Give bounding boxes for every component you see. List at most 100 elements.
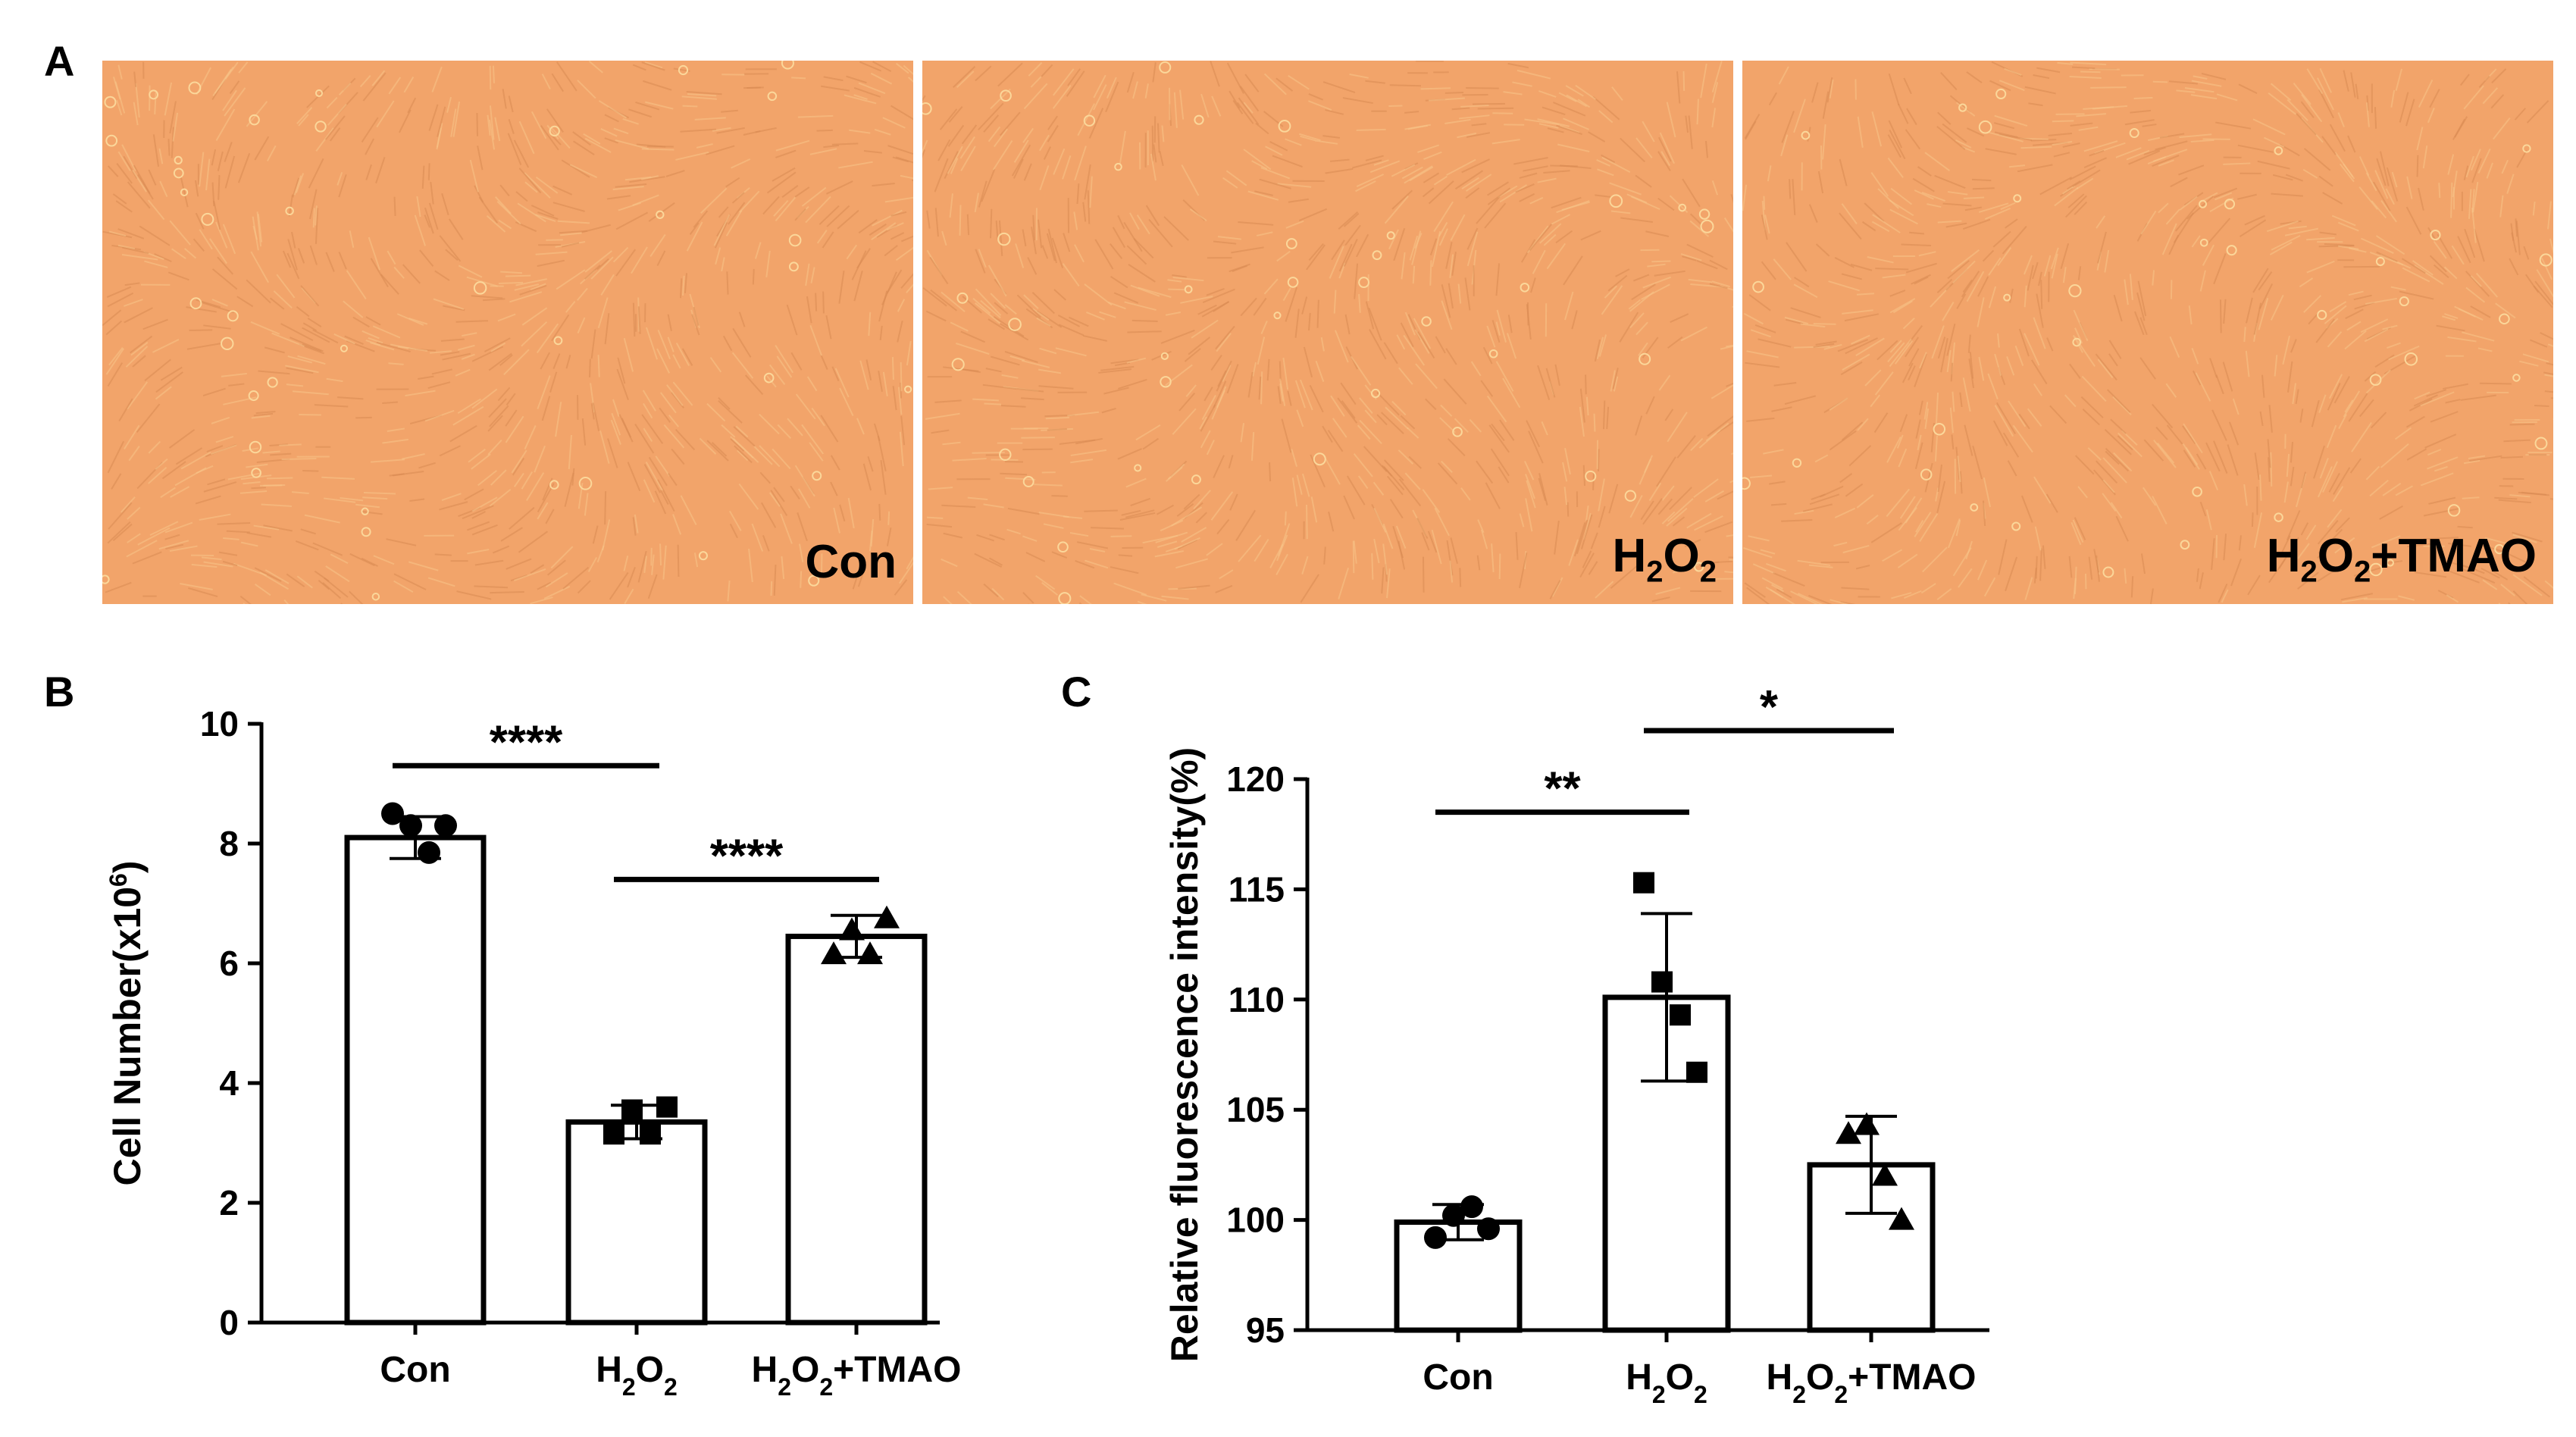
cell-fiber (1962, 218, 1991, 230)
cell-fiber (1657, 197, 1675, 211)
cell-fiber (729, 523, 738, 539)
data-point (1633, 872, 1654, 894)
cell-fiber (1032, 214, 1036, 241)
cell-fiber (941, 291, 966, 312)
cell-fiber (1682, 255, 1697, 261)
data-point (1836, 1121, 1861, 1144)
cell-fiber (2512, 534, 2537, 543)
cell-fiber (250, 321, 280, 335)
cell-fiber (825, 315, 832, 340)
cell-fiber (925, 412, 960, 420)
cell-fiber (2503, 439, 2531, 443)
cell-fiber (121, 496, 136, 513)
cell-fiber (900, 273, 913, 289)
cell-fiber (1693, 478, 1719, 498)
cell-fiber (696, 143, 713, 149)
cell-fiber (2321, 136, 2337, 155)
cell-fiber (1908, 348, 1920, 367)
cell-fiber (1529, 196, 1544, 205)
cell-fiber (941, 558, 958, 568)
cell-fiber (1059, 439, 1096, 445)
cell-fiber (2158, 159, 2174, 167)
cell-fiber (1919, 513, 1939, 542)
cell-fiber (1063, 233, 1071, 252)
cell-fiber (1922, 546, 1948, 573)
cell-fiber (1465, 187, 1480, 199)
cell-fiber (1563, 117, 1590, 130)
cell-fiber (1666, 507, 1688, 527)
cell-fiber (1472, 102, 1505, 105)
cell-fiber (1401, 166, 1423, 180)
cell-fiber (253, 524, 280, 531)
cell-fiber (2018, 328, 2030, 357)
cell-fiber (158, 148, 164, 164)
cell-fiber (1580, 230, 1601, 241)
cell-fiber (1460, 487, 1471, 501)
cell-fiber (1499, 184, 1528, 203)
cell-fiber (810, 267, 815, 283)
cell-fiber (2284, 227, 2319, 236)
cell-fiber (251, 415, 271, 419)
cell-fiber (1793, 277, 1810, 288)
cell-fiber (624, 588, 634, 604)
cell-fiber (1553, 102, 1586, 117)
cell-fiber (2349, 458, 2362, 474)
cell-fiber (2494, 496, 2518, 500)
cell-fiber (637, 550, 647, 583)
cell-fiber (734, 445, 753, 464)
cell-fiber (2008, 164, 2026, 168)
cell-fiber (1768, 92, 1777, 106)
cell-fiber (852, 566, 862, 590)
cell-fiber (541, 74, 551, 90)
cell-fiber (2282, 335, 2291, 365)
cell-fiber (1833, 541, 1848, 547)
cell-fiber (2152, 80, 2168, 83)
cell-fiber (541, 396, 551, 421)
cell-fiber (1855, 565, 1870, 570)
cell-fiber (721, 257, 725, 272)
cell-fiber (355, 503, 380, 509)
cell-fiber (1940, 337, 1948, 373)
cell-fiber (1711, 384, 1733, 399)
cell-fiber (1358, 293, 1361, 313)
cell-fiber (1329, 158, 1350, 162)
cell-fiber (2297, 571, 2319, 590)
cell-body (812, 471, 822, 481)
cell-body (781, 61, 794, 70)
cell-fiber (236, 296, 254, 308)
cell-fiber (790, 352, 803, 371)
cell-fiber (1579, 553, 1595, 578)
cell-fiber (786, 304, 798, 336)
cell-fiber (794, 465, 815, 497)
cell-body (656, 210, 665, 219)
cell-fiber (1585, 374, 1587, 395)
cell-fiber (960, 146, 976, 172)
cell-fiber (164, 534, 180, 540)
cell-fiber (762, 534, 770, 552)
cell-fiber (1041, 64, 1053, 77)
cell-fiber (811, 407, 825, 427)
cell-fiber (598, 100, 628, 119)
cell-fiber (1790, 590, 1819, 604)
cell-fiber (424, 214, 430, 228)
cell-fiber (256, 211, 262, 247)
cell-fiber (1495, 361, 1514, 392)
cell-fiber (2382, 324, 2398, 330)
cell-fiber (2052, 140, 2073, 146)
cell-fiber (1206, 440, 1215, 456)
cell-fiber (1243, 102, 1254, 114)
cell-fiber (755, 127, 777, 133)
cell-fiber (503, 349, 530, 376)
cell-fiber (1039, 134, 1050, 152)
cell-fiber (302, 327, 330, 343)
cell-fiber (2501, 159, 2509, 174)
cell-fiber (2426, 389, 2447, 397)
cell-fiber (135, 83, 140, 118)
cell-fiber (1912, 177, 1935, 193)
cell-fiber (505, 409, 518, 427)
cell-fiber (2311, 399, 2320, 427)
cell-fiber (315, 205, 318, 226)
cell-fiber (1610, 370, 1616, 392)
cell-fiber (535, 214, 556, 222)
cell-fiber (1857, 418, 1869, 431)
